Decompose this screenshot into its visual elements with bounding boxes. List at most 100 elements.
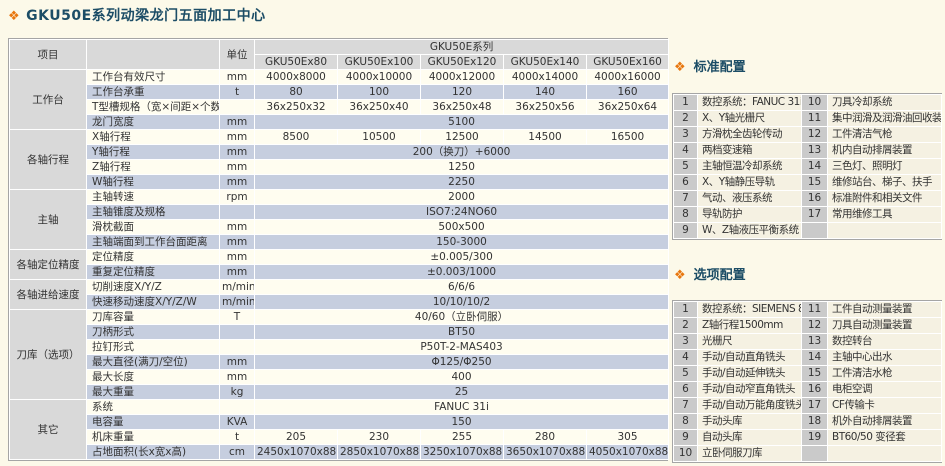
spec-table: 项目 单位 GKU50E系列 GKU50Ex80 GKU50Ex100 GKU50Ex12… [9,39,670,460]
config-item-number: 13 [801,142,828,159]
spec-row-label: 切削速度X/Y/Z [86,279,220,295]
spec-value-cell: 2850x1070x880 [337,444,421,460]
spec-value-cell: 36x250x40 [337,99,421,115]
config-item-text: 立卧伺服刀库 [697,445,802,462]
table-row: 滑枕截面 mm 500x500 [10,219,670,235]
table-row: 拉钉形式 P50T-2-MAS403 [10,339,670,355]
spec-value-cell: 4000x12000 [420,69,504,85]
config-item-text: 主轴中心出水 [827,349,942,366]
config-item-text: 维修站台、梯子、扶手 [827,174,942,191]
spec-unit-cell: mm [219,174,255,190]
spec-row-label: Y轴行程 [86,144,220,160]
spec-group-label: 各轴进给速度 [9,279,87,310]
config-item-text: 主轴恒温冷却系统 [697,158,802,175]
table-row: W轴行程 mm 2250 [10,174,670,190]
table-row: 8 手动头库 18 机外自动排屑装置 [673,413,942,430]
spec-value-cell: 4000x14000 [503,69,587,85]
config-item-number: 1 [673,301,698,318]
config-item-text: 导轨防护 [697,206,802,223]
spec-row-label: 主轴锥度及规格 [86,204,220,220]
config-item-number-empty [801,222,828,239]
table-row: 5 手动/自动延伸铣头 15 工件清洁水枪 [673,365,942,382]
config-item-number: 8 [673,413,698,430]
config-item-number: 15 [801,365,828,382]
standard-config-heading: ❖ 标准配置 [674,56,746,75]
table-row: 刀库（选项） 刀库容量 T 40/60（立卧伺服） [9,309,670,400]
config-item-text: 三色灯、照明灯 [827,158,942,175]
config-item-number: 17 [801,206,828,223]
spec-value-cell: ±0.005/300 [253,249,670,265]
spec-value-cell: 4050x1070x880 [585,444,670,460]
table-row: Z轴行程 mm 1250 [10,159,670,175]
spec-value-cell: 230 [337,429,421,445]
config-item-number: 6 [673,174,698,191]
spec-unit-cell [219,99,255,115]
spec-value-cell: 36x250x64 [585,99,670,115]
config-item-number: 9 [673,222,698,239]
config-item-number: 11 [801,301,828,318]
spec-unit-cell: kg [219,384,255,400]
spec-value-cell: 36x250x56 [503,99,587,115]
config-item-text: 常用维修工具 [827,206,942,223]
spec-value-cell: 14500 [503,129,587,145]
table-row: 主轴 主轴转速 rpm 2000 [9,189,670,250]
spec-row-label: 占地面积(长x宽x高) [86,444,220,460]
spec-value-cell: 10/10/10/2 [253,294,670,310]
spec-value-cell: 36x250x48 [420,99,504,115]
table-row: 刀柄形式 BT50 [10,324,670,340]
spec-unit-cell: KVA [219,414,255,430]
spec-row-label: 主轴转速 [86,189,220,205]
table-row: 占地面积(长x宽x高) cm 2450x1070x880 2850x1070x880 3… [10,444,670,460]
spec-value-cell: 305 [585,429,670,445]
spec-value-cell: 1250 [253,159,670,175]
spec-unit-cell: mm [219,144,255,160]
config-item-text: Z轴行程1500mm [697,317,802,334]
standard-config-table: 1 数控系统：FANUC 31i 10 刀具冷却系统 2 X、Y轴光栅尺 11 集中润滑及润滑… [673,94,942,239]
config-item-text: 气动、液压系统 [697,190,802,207]
spec-row-label: 系统 [86,399,220,415]
spec-value-cell: 205 [254,429,338,445]
spec-value-cell: 120 [420,84,504,100]
spec-unit-cell: mm [219,69,255,85]
config-item-number: 14 [801,158,828,175]
config-item-number: 5 [673,158,698,175]
spec-unit-cell: mm [219,159,255,175]
spec-value-cell: 160 [585,84,670,100]
spec-value-cell: 16500 [585,129,670,145]
spec-unit-cell: T [219,309,255,325]
table-row: 龙门宽度 mm 5100 [10,114,670,130]
config-item-text: 光栅尺 [697,333,802,350]
spec-row-label: 刀库容量 [86,309,220,325]
config-item-number: 4 [673,142,698,159]
spec-value-cell: Φ125/Φ250 [253,354,670,370]
table-row: 1 数控系统：FANUC 31i 10 刀具冷却系统 [673,94,942,111]
spec-row-label: 机床重量 [86,429,220,445]
config-item-text: 刀具自动测量装置 [827,317,942,334]
table-row: 快速移动速度X/Y/Z/W m/min 10/10/10/2 [10,294,670,310]
table-row: 3 方滑枕全齿轮传动 12 工件清洁气枪 [673,126,942,143]
spec-unit-cell: mm [219,369,255,385]
config-item-number: 12 [801,126,828,143]
table-row: 7 手动/自动万能角度铣头 17 CF传输卡 [673,397,942,414]
spec-row-label: 龙门宽度 [86,114,220,130]
spec-value-cell: 80 [254,84,338,100]
spec-value-cell: ISO7:24NO60 [253,204,670,220]
spec-group-label: 各轴行程 [9,129,87,190]
config-item-number: 8 [673,206,698,223]
config-item-number: 12 [801,317,828,334]
table-row: 2 X、Y轴光栅尺 11 集中润滑及润滑油回收装置 [673,110,942,127]
table-row: 最大长度 mm 400 [10,369,670,385]
config-item-text: 机外自动排屑装置 [827,413,942,430]
spec-value-cell: 255 [420,429,504,445]
spec-value-cell: 2250 [253,174,670,190]
spec-row-label: 定位精度 [86,249,220,265]
spec-row-label: 滑枕截面 [86,219,220,235]
spec-group-label: 刀库（选项） [9,309,87,400]
spec-row-label: T型槽规格（宽×间距×个数） [86,99,220,115]
spec-value-cell: P50T-2-MAS403 [253,339,670,355]
table-row: Y轴行程 mm 200（换刀）+6000 [10,144,670,160]
table-row: 4 手动/自动直角铣头 14 主轴中心出水 [673,349,942,366]
spec-header-series: GKU50E系列 [253,39,670,55]
spec-value-cell: 150-3000 [253,234,670,250]
